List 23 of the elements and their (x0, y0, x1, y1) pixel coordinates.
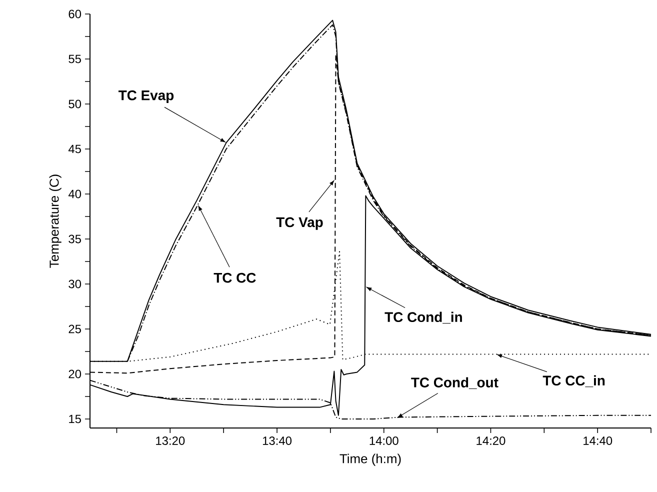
y-tick-label: 45 (68, 144, 81, 154)
y-tick-label: 25 (68, 324, 81, 334)
annotation: TC CC_in (542, 375, 605, 388)
y-tick-label: 50 (68, 100, 82, 108)
y-axis-title: Temperature (C) (49, 174, 62, 268)
y-tick-label: 20 (68, 370, 82, 378)
x-tick-label: 14:00 (370, 436, 398, 445)
y-tick-label: 60 (68, 10, 82, 18)
x-tick-label: 14:40 (584, 436, 612, 445)
annotation: TC Cond_in (384, 312, 462, 324)
y-tick-label: 15 (69, 414, 81, 424)
y-tick-label: 55 (68, 54, 81, 64)
x-tick-label: 13:20 (156, 436, 185, 445)
y-tick-label: 35 (68, 234, 81, 244)
y-tick-label: 30 (68, 280, 82, 288)
annotation: TC Cond_out (411, 377, 498, 390)
x-axis-title: Time (h:m) (340, 454, 401, 466)
annotation: TC Vap (276, 217, 323, 230)
annotation: TC CC (214, 272, 256, 283)
y-tick-label: 40 (68, 190, 82, 198)
x-tick-label: 14:20 (476, 436, 506, 445)
annotation: TC Evap (118, 90, 174, 104)
x-tick-label: 13:40 (262, 436, 292, 445)
